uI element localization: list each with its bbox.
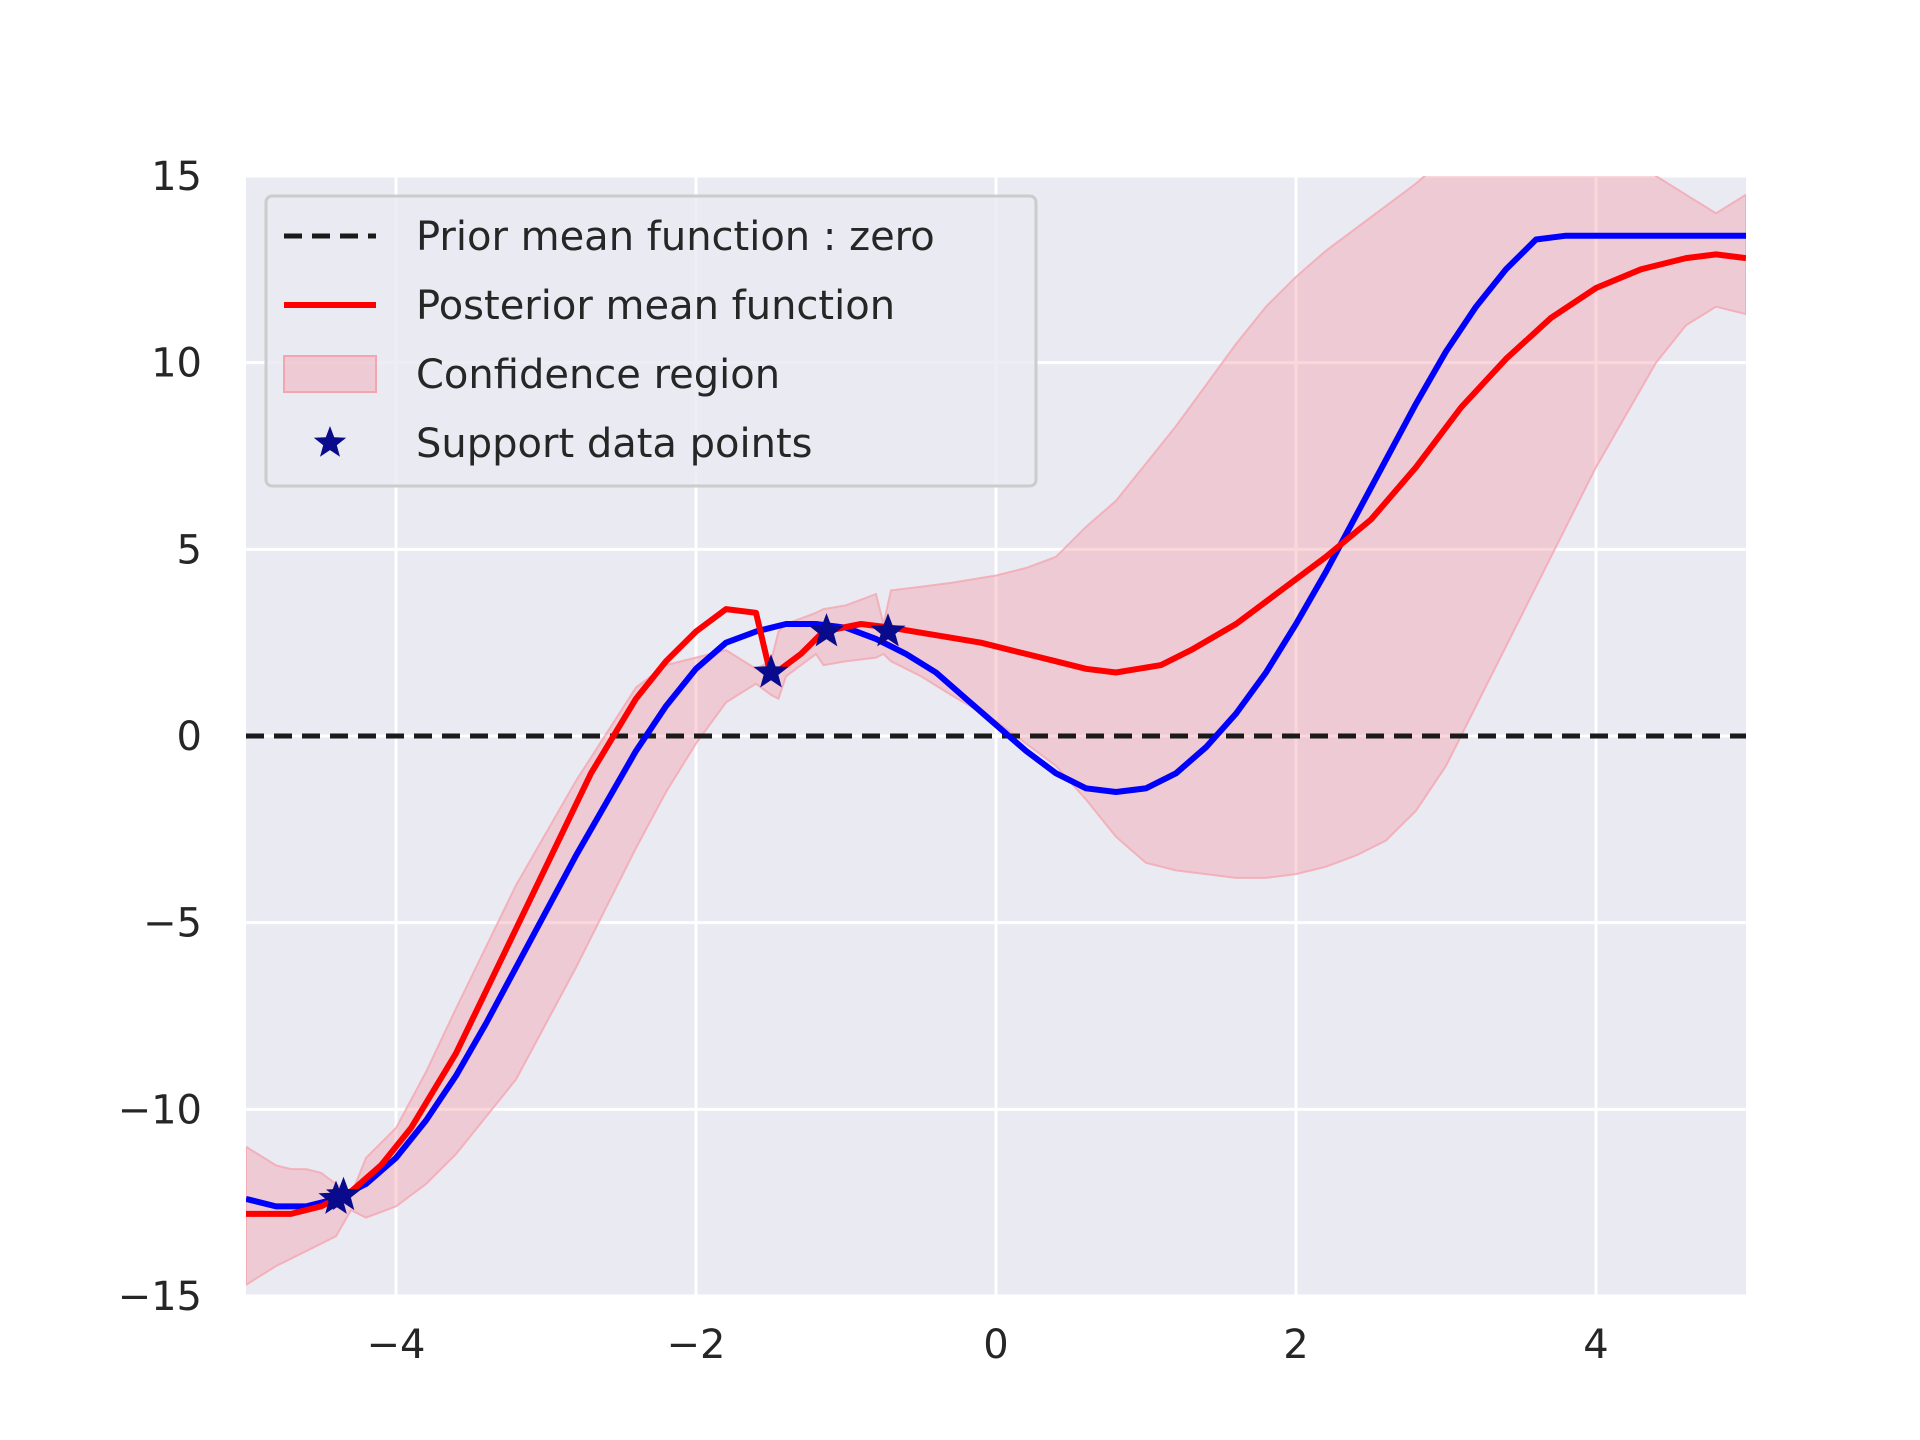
legend-support-swatch <box>313 426 347 457</box>
ticks: −4 −2 0 2 4 −15 −10 −5 0 5 10 15 <box>118 154 1609 1368</box>
x-tick-label: −4 <box>367 1322 426 1368</box>
legend: Prior mean function : zero Posterior mean… <box>264 194 1038 488</box>
legend-box <box>264 194 1038 488</box>
support-point <box>808 613 845 647</box>
y-tick-label: 10 <box>151 341 202 387</box>
y-tick-label: −10 <box>118 1087 202 1133</box>
x-tick-label: −2 <box>667 1322 726 1368</box>
y-tick-label: 15 <box>151 154 202 200</box>
x-tick-label: 0 <box>983 1322 1008 1368</box>
series-layer <box>246 176 1746 1286</box>
legend-label: Prior mean function : zero <box>416 214 935 260</box>
true-function-line <box>246 232 1746 1210</box>
posterior-mean-line <box>246 251 1746 1217</box>
support-point <box>325 1176 362 1211</box>
x-tick-label: 2 <box>1283 1322 1308 1368</box>
support-point <box>753 654 789 688</box>
y-tick-label: −5 <box>143 901 202 947</box>
support-point <box>870 613 906 647</box>
legend-confidence-swatch <box>283 355 377 393</box>
y-tick-label: 5 <box>177 527 202 573</box>
x-tick-label: 4 <box>1583 1322 1608 1368</box>
y-tick-label: −15 <box>118 1274 202 1320</box>
legend-label: Support data points <box>416 421 813 467</box>
y-tick-label: 0 <box>177 714 202 760</box>
legend-label: Confidence region <box>416 352 780 398</box>
legend-label: Posterior mean function <box>416 283 895 329</box>
